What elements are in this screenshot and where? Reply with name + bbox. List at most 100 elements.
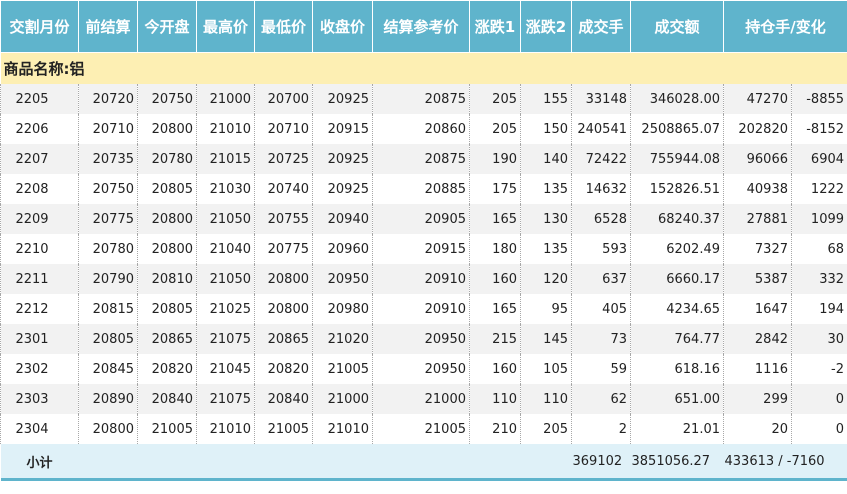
cell-volume: 72422 <box>571 144 631 174</box>
cell-delivery-month: 2304 <box>0 414 79 444</box>
cell-settle-ref: 20860 <box>372 114 470 144</box>
cell-delivery-month: 2206 <box>0 114 79 144</box>
cell-delivery-month: 2209 <box>0 204 79 234</box>
cell-prev-settle: 20750 <box>78 174 138 204</box>
table-body: 商品名称:铝 2205 20720 20750 21000 20700 20925 2087… <box>0 52 847 444</box>
table-row: 2212 20815 20805 21025 20800 20980 20910 165 95 4… <box>0 294 847 324</box>
cell-change2: 105 <box>520 354 572 384</box>
cell-low: 20865 <box>254 324 313 354</box>
subtotal-empty <box>469 444 521 481</box>
cell-turnover: 6660.17 <box>630 264 724 294</box>
cell-volume: 6528 <box>571 204 631 234</box>
cell-change1: 175 <box>469 174 521 204</box>
cell-settle-ref: 20905 <box>372 204 470 234</box>
cell-turnover: 346028.00 <box>630 84 724 114</box>
cell-settle-ref: 20950 <box>372 324 470 354</box>
col-header-open-interest: 持仓手/变化 <box>722 0 847 53</box>
subtotal-volume: 369102 <box>571 444 631 481</box>
cell-delivery-month: 2208 <box>0 174 79 204</box>
cell-turnover: 764.77 <box>630 324 724 354</box>
cell-open-interest: 40938 <box>723 174 792 204</box>
cell-change2: 130 <box>520 204 572 234</box>
cell-delivery-month: 2210 <box>0 234 79 264</box>
cell-delivery-month: 2211 <box>0 264 79 294</box>
cell-prev-settle: 20735 <box>78 144 138 174</box>
subtotal-empty <box>520 444 572 481</box>
cell-close: 20925 <box>312 174 373 204</box>
cell-close: 20925 <box>312 84 373 114</box>
cell-low: 20775 <box>254 234 313 264</box>
cell-open-interest: 96066 <box>723 144 792 174</box>
cell-change2: 205 <box>520 414 572 444</box>
cell-turnover: 152826.51 <box>630 174 724 204</box>
cell-oi-change: 194 <box>790 294 847 324</box>
cell-high: 21010 <box>196 414 255 444</box>
cell-open-interest: 47270 <box>723 84 792 114</box>
cell-oi-change: 332 <box>790 264 847 294</box>
cell-close: 20960 <box>312 234 373 264</box>
cell-open: 20820 <box>137 354 197 384</box>
cell-volume: 240541 <box>571 114 631 144</box>
cell-change1: 160 <box>469 264 521 294</box>
table-row: 2211 20790 20810 21050 20800 20950 20910 160 120… <box>0 264 847 294</box>
cell-prev-settle: 20845 <box>78 354 138 384</box>
cell-open: 20750 <box>137 84 197 114</box>
cell-volume: 405 <box>571 294 631 324</box>
cell-high: 21025 <box>196 294 255 324</box>
cell-delivery-month: 2212 <box>0 294 79 324</box>
cell-open-interest: 2842 <box>723 324 792 354</box>
cell-open-interest: 20 <box>723 414 792 444</box>
cell-prev-settle: 20800 <box>78 414 138 444</box>
cell-open-interest: 202820 <box>723 114 792 144</box>
cell-prev-settle: 20710 <box>78 114 138 144</box>
cell-open: 20865 <box>137 324 197 354</box>
cell-low: 20740 <box>254 174 313 204</box>
cell-close: 21020 <box>312 324 373 354</box>
cell-close: 20915 <box>312 114 373 144</box>
subtotal-empty <box>372 444 470 481</box>
col-header-change2: 涨跌2 <box>520 0 572 53</box>
cell-settle-ref: 20910 <box>372 264 470 294</box>
cell-low: 20710 <box>254 114 313 144</box>
cell-low: 20820 <box>254 354 313 384</box>
table-row: 2207 20735 20780 21015 20725 20925 20875 190 140… <box>0 144 847 174</box>
cell-settle-ref: 20910 <box>372 294 470 324</box>
subtotal-open-interest: 433613 / -7160 <box>723 444 847 481</box>
cell-volume: 14632 <box>571 174 631 204</box>
table-row: 2209 20775 20800 21050 20755 20940 20905 165 130… <box>0 204 847 234</box>
cell-turnover: 755944.08 <box>630 144 724 174</box>
futures-quote-table: 交割月份 前结算 今开盘 最高价 最低价 收盘价 结算参考价 涨跌1 涨跌2 成… <box>0 0 847 481</box>
cell-open: 20840 <box>137 384 197 414</box>
table-row: 2302 20845 20820 21045 20820 21005 20950 160 105… <box>0 354 847 384</box>
cell-prev-settle: 20815 <box>78 294 138 324</box>
cell-settle-ref: 20875 <box>372 84 470 114</box>
cell-close: 20950 <box>312 264 373 294</box>
cell-close: 20940 <box>312 204 373 234</box>
col-header-open: 今开盘 <box>137 0 197 53</box>
cell-turnover: 68240.37 <box>630 204 724 234</box>
header-row: 交割月份 前结算 今开盘 最高价 最低价 收盘价 结算参考价 涨跌1 涨跌2 成… <box>0 0 847 53</box>
cell-change2: 95 <box>520 294 572 324</box>
cell-high: 21045 <box>196 354 255 384</box>
col-header-delivery-month: 交割月份 <box>0 0 79 53</box>
cell-settle-ref: 21000 <box>372 384 470 414</box>
subtotal-empty <box>254 444 313 481</box>
col-header-low: 最低价 <box>254 0 313 53</box>
cell-delivery-month: 2205 <box>0 84 79 114</box>
cell-oi-change: 68 <box>790 234 847 264</box>
cell-open: 20805 <box>137 294 197 324</box>
cell-change1: 110 <box>469 384 521 414</box>
cell-change1: 180 <box>469 234 521 264</box>
cell-oi-change: -8152 <box>790 114 847 144</box>
group-label: 商品名称:铝 <box>0 52 847 84</box>
cell-settle-ref: 20885 <box>372 174 470 204</box>
cell-change1: 190 <box>469 144 521 174</box>
cell-delivery-month: 2302 <box>0 354 79 384</box>
cell-low: 20725 <box>254 144 313 174</box>
cell-open-interest: 1116 <box>723 354 792 384</box>
cell-oi-change: -8855 <box>790 84 847 114</box>
cell-volume: 2 <box>571 414 631 444</box>
cell-open-interest: 5387 <box>723 264 792 294</box>
cell-oi-change: 0 <box>790 414 847 444</box>
cell-oi-change: 0 <box>790 384 847 414</box>
